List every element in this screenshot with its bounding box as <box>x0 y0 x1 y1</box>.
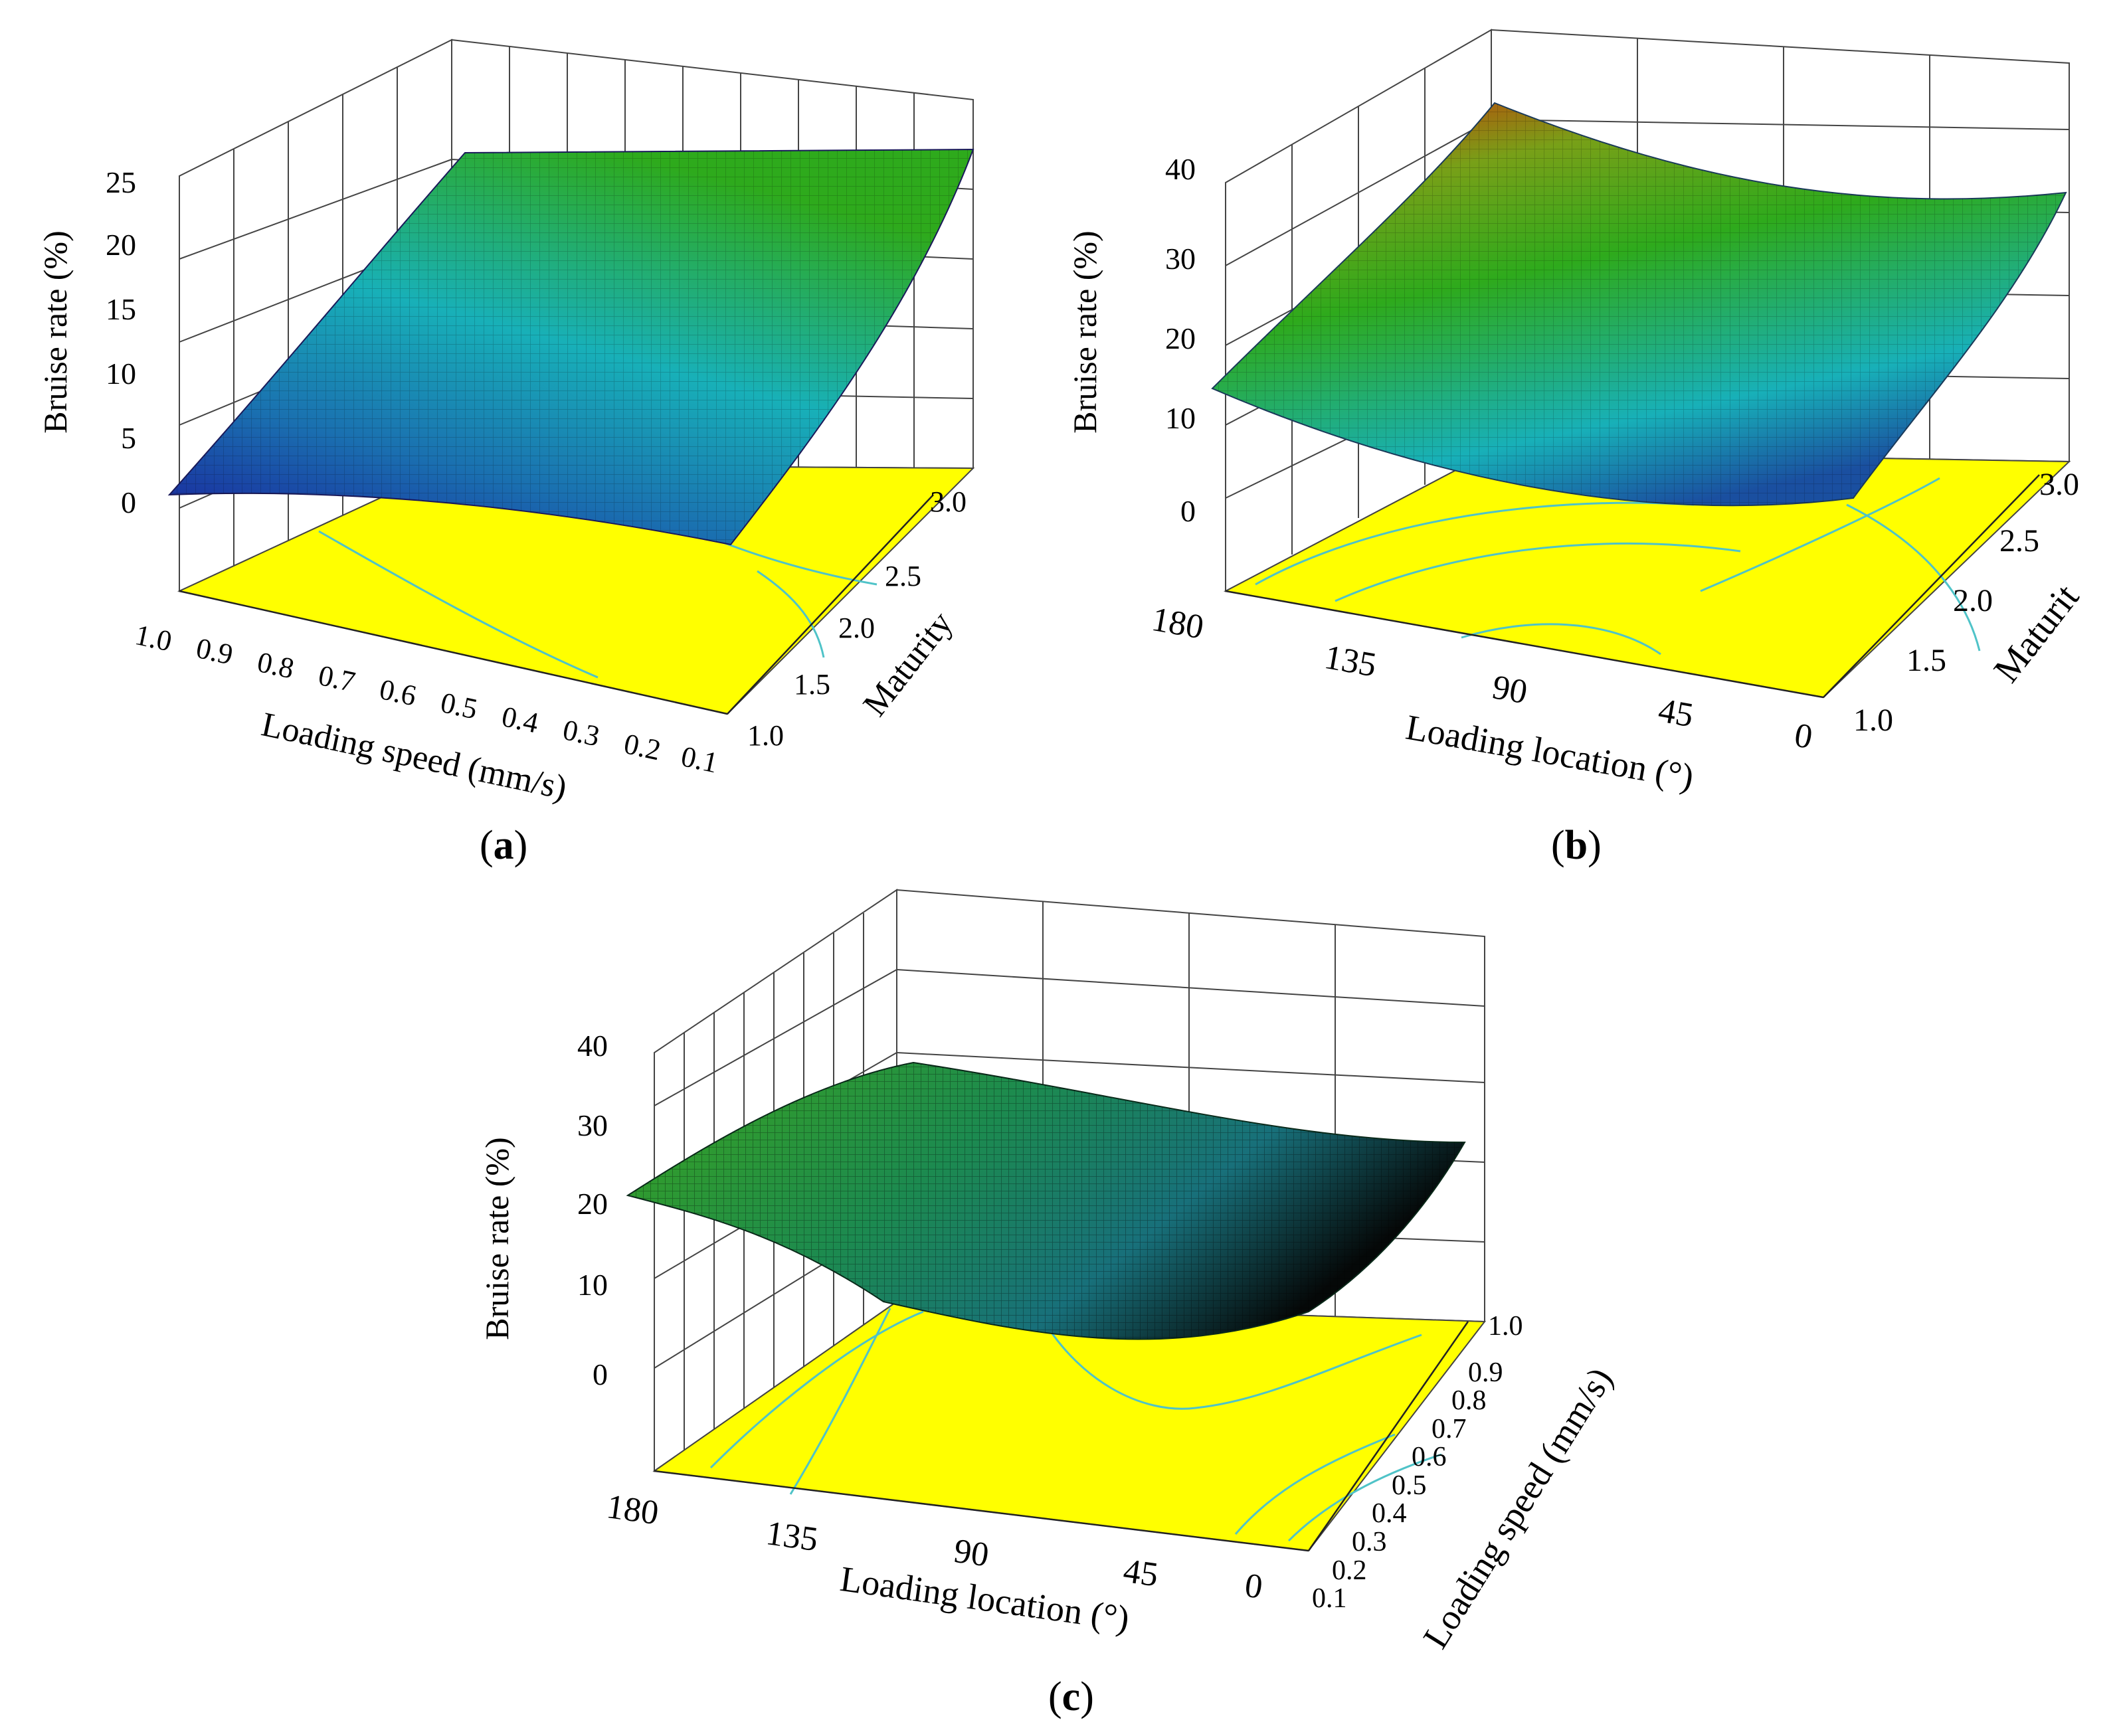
x-tick: 0 <box>1792 716 1815 756</box>
y-tick: 2.0 <box>1953 583 1993 618</box>
chart-a: 0 5 10 15 20 25 Bruise rate (%) 1.0 0.9 … <box>37 39 975 807</box>
y-tick: 0.6 <box>1412 1442 1447 1472</box>
z-tick: 20 <box>577 1187 608 1221</box>
x-tick: 90 <box>952 1532 991 1575</box>
z-tick: 0 <box>593 1357 608 1391</box>
x-tick: 0.1 <box>678 740 721 779</box>
z-tick: 30 <box>1165 242 1196 276</box>
x-tick: 45 <box>1655 691 1696 735</box>
chart-b-x-ticks: 180 135 90 45 0 <box>1149 600 1815 756</box>
chart-b-z-ticks: 0 10 20 30 40 <box>1165 152 1196 528</box>
x-tick: 0.6 <box>377 673 419 712</box>
y-tick: 0.9 <box>1468 1357 1503 1388</box>
x-tick: 0.9 <box>193 632 236 671</box>
y-tick: 1.0 <box>1853 703 1893 738</box>
x-tick: 1.0 <box>132 618 175 657</box>
caption-a: (a) <box>480 823 528 868</box>
chart-c-z-ticks: 0 10 20 30 40 <box>577 1029 608 1391</box>
x-tick: 180 <box>1149 600 1207 647</box>
y-tick: 1.0 <box>1488 1311 1523 1342</box>
x-tick: 0.2 <box>621 727 664 766</box>
x-tick: 0.5 <box>438 686 480 725</box>
y-tick: 0.2 <box>1332 1555 1367 1586</box>
z-tick: 30 <box>577 1108 608 1142</box>
y-tick: 2.0 <box>838 612 875 644</box>
caption-b: (b) <box>1551 823 1602 868</box>
z-tick: 40 <box>1165 152 1196 186</box>
chart-c-y-ticks: 0.1 0.2 0.3 0.4 0.5 0.6 0.7 0.8 0.9 1.0 <box>1312 1311 1523 1614</box>
chart-b-y-ticks: 1.0 1.5 2.0 2.5 3.0 <box>1853 467 2079 738</box>
z-tick: 40 <box>577 1029 608 1063</box>
chart-a-y-ticks: 1.0 1.5 2.0 2.5 3.0 <box>747 485 967 752</box>
z-tick: 0 <box>1180 494 1196 528</box>
z-tick: 10 <box>577 1268 608 1302</box>
x-tick: 135 <box>1322 638 1380 685</box>
x-tick: 180 <box>604 1488 661 1532</box>
y-tick: 0.1 <box>1312 1583 1347 1614</box>
y-tick: 3.0 <box>930 485 967 518</box>
z-tick: 15 <box>106 292 136 326</box>
z-tick: 25 <box>106 165 136 199</box>
chart-b: 0 10 20 30 40 Bruise rate (%) 180 135 90… <box>1066 29 2088 797</box>
chart-c-floor <box>652 1300 1486 1552</box>
x-tick: 45 <box>1121 1552 1160 1595</box>
chart-b-xlabel: Loading location (°) <box>1403 707 1697 797</box>
y-tick: 3.0 <box>2039 467 2079 502</box>
z-tick: 0 <box>121 485 136 519</box>
chart-a-x-ticks: 1.0 0.9 0.8 0.7 0.6 0.5 0.4 0.3 0.2 0.1 <box>132 618 721 779</box>
chart-a-z-ticks: 0 5 10 15 20 25 <box>106 165 136 519</box>
x-tick: 0.3 <box>560 713 602 752</box>
z-tick: 20 <box>106 228 136 262</box>
chart-c-contours <box>709 1308 1442 1542</box>
y-tick: 2.5 <box>885 560 921 592</box>
chart-c-ylabel: Loading speed (mm/s) <box>1416 1361 1620 1656</box>
y-tick: 0.3 <box>1352 1527 1387 1557</box>
y-tick: 1.0 <box>747 719 784 752</box>
y-tick: 0.8 <box>1451 1385 1487 1416</box>
y-tick: 2.5 <box>1999 523 2039 559</box>
z-tick: 20 <box>1165 321 1196 355</box>
x-tick: 0.7 <box>316 659 358 698</box>
y-tick: 0.5 <box>1392 1470 1427 1501</box>
x-tick: 135 <box>764 1514 820 1559</box>
y-tick: 1.5 <box>794 668 830 701</box>
x-tick: 90 <box>1489 668 1530 711</box>
caption-c: (c) <box>1048 1674 1094 1719</box>
x-tick: 0.8 <box>254 646 297 685</box>
chart-b-zlabel: Bruise rate (%) <box>1066 230 1103 433</box>
y-tick: 0.7 <box>1432 1414 1467 1444</box>
x-tick: 0 <box>1242 1567 1265 1606</box>
chart-b-ylabel: Maturit <box>1986 576 2088 690</box>
x-tick: 0.4 <box>499 700 541 739</box>
y-tick: 0.4 <box>1372 1498 1407 1529</box>
chart-c: 0 10 20 30 40 Bruise rate (%) 180 135 90… <box>478 889 1620 1656</box>
chart-a-zlabel: Bruise rate (%) <box>37 230 74 433</box>
chart-c-zlabel: Bruise rate (%) <box>478 1137 515 1340</box>
z-tick: 10 <box>1165 401 1196 435</box>
z-tick: 10 <box>106 357 136 391</box>
z-tick: 5 <box>121 421 136 455</box>
chart-c-x-ticks: 180 135 90 45 0 <box>604 1488 1265 1606</box>
y-tick: 1.5 <box>1906 643 1946 678</box>
chart-b-contours <box>1255 477 1981 655</box>
